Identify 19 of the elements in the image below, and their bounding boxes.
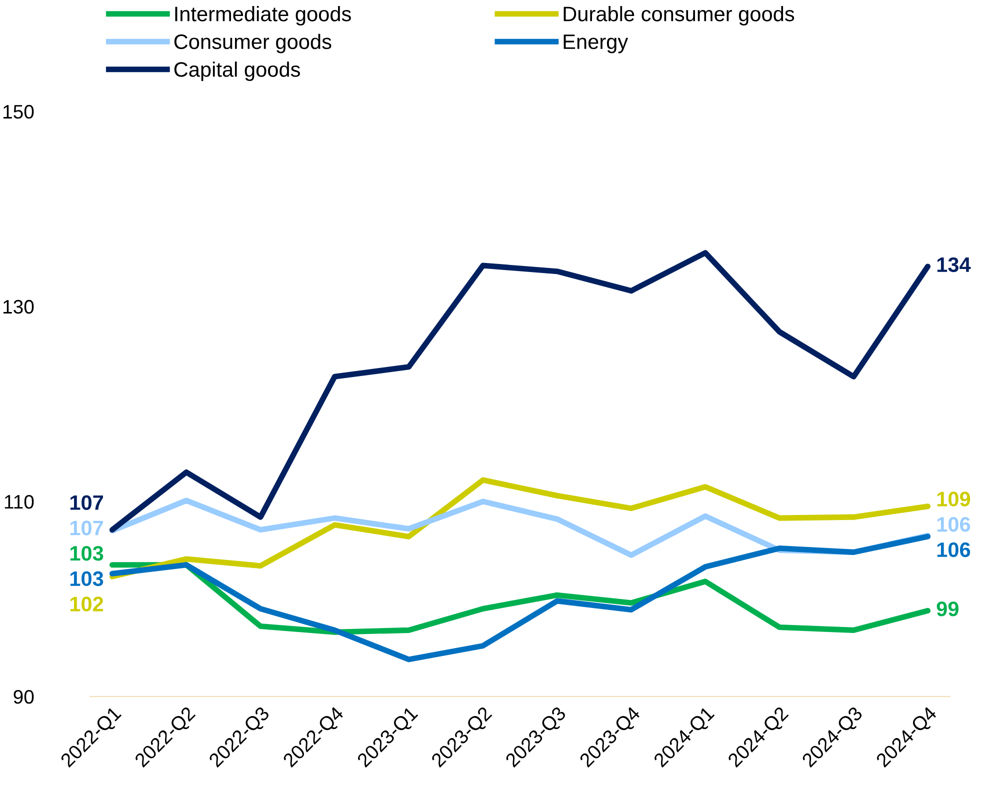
data-label: 107 xyxy=(70,495,103,510)
legend-label: Capital goods xyxy=(174,62,300,81)
data-label: 134 xyxy=(937,257,971,272)
y-tick-label: 130 xyxy=(3,300,34,314)
y-tick-label: 150 xyxy=(3,104,34,119)
y-tick-label: 110 xyxy=(4,494,34,509)
legend-label: Intermediate goods xyxy=(175,6,351,26)
data-label: 99 xyxy=(936,602,958,616)
data-label: 103 xyxy=(70,546,104,561)
legend-label: Consumer goods xyxy=(174,34,332,54)
data-label: 107 xyxy=(70,520,103,536)
data-label: 102 xyxy=(70,596,104,612)
legend-label: Energy xyxy=(564,34,628,54)
data-label: 103 xyxy=(70,571,104,586)
y-tick-label: 90 xyxy=(14,690,34,704)
data-label: 109 xyxy=(937,492,970,506)
legend-label: Durable consumer goods xyxy=(564,6,794,26)
data-label: 106 xyxy=(937,542,970,558)
data-label: 106 xyxy=(937,517,970,532)
